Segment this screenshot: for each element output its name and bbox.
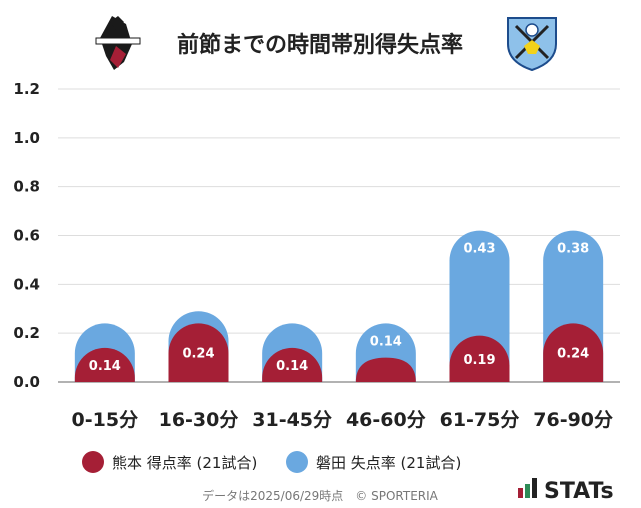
bar-kumamoto: [168, 323, 229, 382]
legend-label-kumamoto: 熊本 得点率 (21試合): [112, 454, 257, 472]
kumamoto-emblem: [95, 16, 141, 70]
y-tick-labels: 0.0 0.2 0.4 0.6 0.8 1.0 1.2: [13, 80, 40, 391]
y-tick-label: 0.2: [13, 324, 40, 342]
stats-logo: STATs: [518, 478, 614, 504]
y-tick-label: 0.4: [13, 275, 40, 293]
x-tick-label: 16-30分: [159, 409, 239, 431]
stats-logo-bar-1: [518, 488, 523, 498]
x-tick-label: 0-15分: [72, 409, 139, 431]
legend-label-iwata: 磐田 失点率 (21試合): [316, 454, 461, 472]
bar-kumamoto: [262, 347, 323, 382]
y-tick-label: 0.0: [13, 373, 40, 391]
x-tick-label: 46-60分: [346, 409, 426, 431]
iwata-emblem: [507, 17, 557, 72]
x-tick-label: 76-90分: [533, 409, 613, 431]
legend-marker-iwata: [286, 451, 308, 473]
bar-kumamoto: [74, 347, 135, 382]
data-label-kumamoto: 0.14: [276, 359, 308, 374]
x-tick-labels: 0-15分 16-30分 31-45分 46-60分 61-75分 76-90分: [72, 409, 613, 431]
stats-logo-bar-2: [525, 484, 530, 498]
y-tick-label: 1.0: [13, 129, 40, 147]
legend: 熊本 得点率 (21試合) 磐田 失点率 (21試合): [82, 451, 461, 473]
data-label-iwata: 0.38: [557, 242, 589, 257]
x-tick-label: 31-45分: [252, 409, 332, 431]
y-tick-label: 0.8: [13, 178, 40, 196]
stats-logo-bar-3: [532, 478, 537, 498]
y-tick-label: 1.2: [13, 80, 40, 98]
data-label-iwata: 0.14: [370, 334, 402, 349]
bar-kumamoto: [543, 323, 604, 382]
data-label-kumamoto: 0.24: [182, 347, 214, 362]
data-label-kumamoto: 0.14: [89, 359, 121, 374]
data-label-iwata: 0.43: [463, 242, 495, 257]
data-label-kumamoto: 0.19: [463, 353, 495, 368]
bars: 0.14 0.24 0.14 0.14 0.19 0.43 0.24 0.38: [74, 230, 604, 382]
footer-note: データは2025/06/29時点 © SPORTERIA: [202, 488, 439, 503]
y-tick-label: 0.6: [13, 227, 40, 245]
brand-text: STATs: [544, 479, 614, 504]
chart-title: 前節までの時間帯別得失点率: [177, 32, 463, 58]
legend-marker-kumamoto: [82, 451, 104, 473]
x-tick-label: 61-75分: [440, 409, 520, 431]
bar-kumamoto: [449, 335, 510, 382]
y-grid: [58, 88, 620, 383]
data-label-kumamoto: 0.24: [557, 347, 589, 362]
bar-kumamoto: [355, 357, 416, 382]
